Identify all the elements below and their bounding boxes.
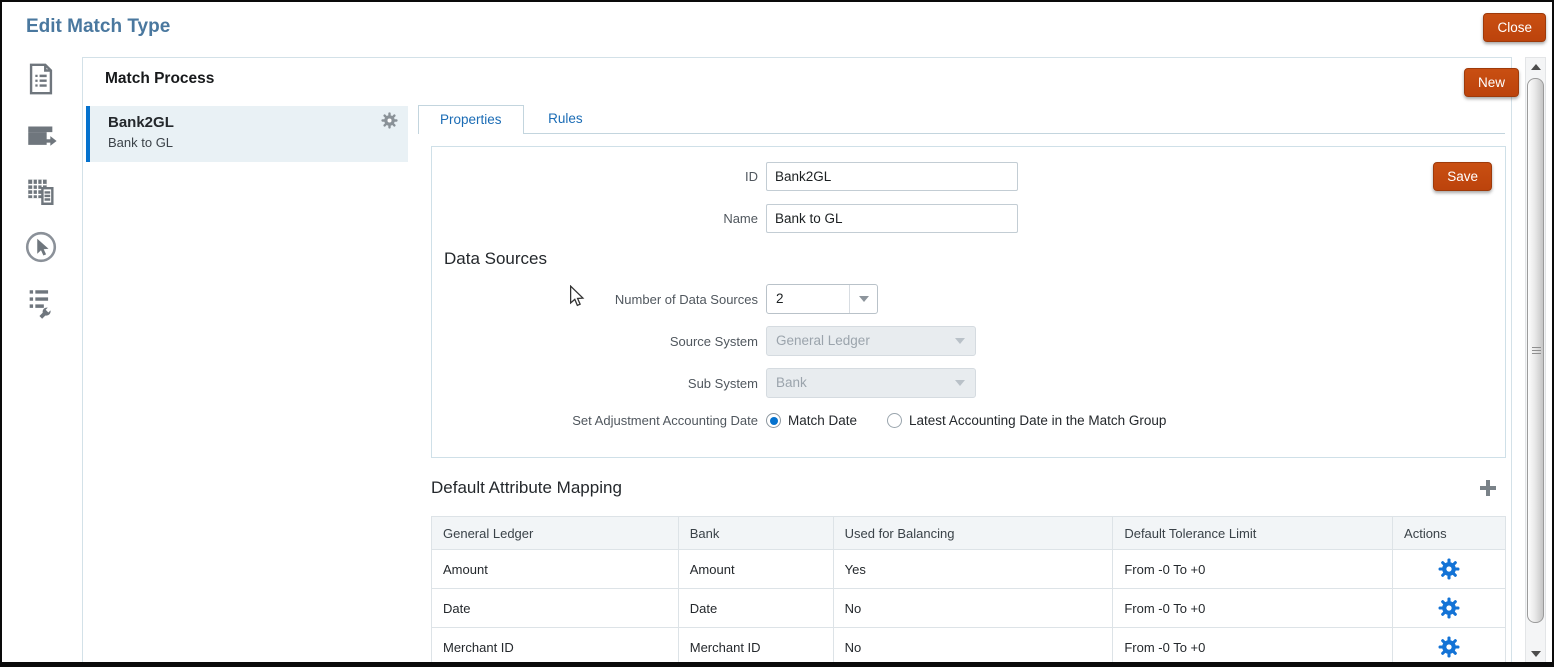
cell-general-ledger: Amount	[431, 549, 679, 589]
sidebar-item-process[interactable]	[2, 108, 80, 164]
name-row: Name	[432, 204, 1018, 233]
gear-icon[interactable]	[381, 112, 398, 129]
radio-match-date[interactable]: Match Date	[766, 413, 857, 428]
chevron-down-icon[interactable]	[849, 285, 877, 313]
cell-tolerance: From -0 To +0	[1112, 627, 1394, 662]
tab-rules[interactable]: Rules	[548, 111, 583, 126]
sidebar-item-data-sources[interactable]	[2, 164, 80, 220]
page-title: Edit Match Type	[26, 16, 171, 37]
sub-system-label: Sub System	[687, 375, 758, 391]
adjustment-date-row: Set Adjustment Accounting Date Match Dat…	[432, 413, 1166, 428]
plus-icon[interactable]	[1480, 480, 1496, 496]
window-export-icon	[24, 118, 58, 155]
cell-tolerance: From -0 To +0	[1112, 549, 1394, 589]
col-default-tolerance-limit: Default Tolerance Limit	[1112, 516, 1394, 550]
adjustment-date-radio-group: Match Date Latest Accounting Date in the…	[766, 413, 1166, 428]
process-name: Bank to GL	[108, 135, 174, 150]
id-row: ID	[432, 162, 1018, 191]
id-input[interactable]	[766, 162, 1018, 191]
cell-used-for-balancing: No	[832, 588, 1114, 628]
close-button[interactable]: Close	[1483, 13, 1546, 42]
col-actions: Actions	[1392, 516, 1506, 550]
match-process-panel: Match Process New Bank2GL Bank to GL Pro…	[82, 57, 1519, 662]
num-sources-select[interactable]: 2	[766, 284, 878, 314]
sidebar-item-properties[interactable]	[2, 52, 80, 108]
gear-icon[interactable]	[1438, 636, 1460, 658]
default-attribute-mapping-heading: Default Attribute Mapping	[431, 478, 622, 497]
sidebar-item-match-process[interactable]	[2, 220, 80, 276]
list-wrench-icon	[24, 286, 58, 323]
name-input[interactable]	[766, 204, 1018, 233]
properties-form: Save ID Name Data Sources Number of Data…	[431, 146, 1506, 458]
scrollbar-thumb[interactable]	[1527, 78, 1544, 623]
gear-icon[interactable]	[1438, 597, 1460, 619]
process-id: Bank2GL	[108, 114, 174, 131]
cell-tolerance: From -0 To +0	[1112, 588, 1394, 628]
adjustment-date-label: Set Adjustment Accounting Date	[572, 413, 758, 428]
panel-title: Match Process	[105, 70, 215, 87]
source-system-value: General Ledger	[776, 333, 870, 348]
num-sources-label: Number of Data Sources	[614, 291, 758, 307]
col-general-ledger: General Ledger	[431, 516, 679, 550]
cell-general-ledger: Merchant ID	[431, 627, 679, 662]
id-label: ID	[745, 169, 758, 184]
col-used-for-balancing: Used for Balancing	[832, 516, 1114, 550]
cell-used-for-balancing: No	[832, 627, 1114, 662]
cell-bank: Merchant ID	[677, 627, 834, 662]
scroll-up-icon[interactable]	[1526, 59, 1545, 75]
save-button[interactable]: Save	[1433, 162, 1492, 191]
num-sources-value: 2	[776, 291, 784, 306]
attribute-mapping-table: General Ledger Bank Used for Balancing D…	[431, 516, 1506, 662]
sidebar-icon-rail	[2, 52, 80, 332]
new-button[interactable]: New	[1463, 68, 1519, 97]
cell-bank: Amount	[677, 549, 834, 589]
scroll-down-icon[interactable]	[1526, 646, 1545, 662]
sub-system-row: Sub System Bank	[432, 368, 976, 398]
chevron-down-icon	[955, 380, 965, 386]
num-sources-row: Number of Data Sources 2	[432, 284, 878, 314]
source-system-row: Source System General Ledger	[432, 326, 976, 356]
chevron-down-icon	[955, 338, 965, 344]
radio-selected-icon	[766, 413, 781, 428]
radio-unselected-icon	[887, 413, 903, 428]
cell-bank: Date	[677, 588, 834, 628]
cell-used-for-balancing: Yes	[832, 549, 1114, 589]
sub-system-value: Bank	[776, 375, 807, 390]
source-system-label: Source System	[669, 333, 758, 349]
document-list-icon	[24, 62, 58, 99]
name-label: Name	[723, 211, 758, 226]
circle-pointer-icon	[23, 229, 59, 268]
data-sources-heading: Data Sources	[444, 249, 547, 268]
sub-system-select-disabled: Bank	[766, 368, 976, 398]
gear-icon[interactable]	[1438, 558, 1460, 580]
table-row[interactable]: Amount Amount Yes From -0 To +0	[431, 549, 1506, 589]
process-list-item-bank2gl[interactable]: Bank2GL Bank to GL	[86, 106, 408, 162]
table-header-row: General Ledger Bank Used for Balancing D…	[431, 516, 1506, 550]
cell-general-ledger: Date	[431, 588, 679, 628]
tab-strip: Properties Rules	[418, 105, 1505, 134]
source-system-select-disabled: General Ledger	[766, 326, 976, 356]
vertical-scrollbar[interactable]	[1525, 57, 1546, 662]
table-row[interactable]: Merchant ID Merchant ID No From -0 To +0	[431, 627, 1506, 662]
col-bank: Bank	[677, 516, 834, 550]
radio-latest-accounting-date[interactable]: Latest Accounting Date in the Match Grou…	[887, 413, 1166, 428]
table-row[interactable]: Date Date No From -0 To +0	[431, 588, 1506, 628]
scrollbar-grip	[1532, 346, 1541, 355]
tab-properties[interactable]: Properties	[418, 105, 524, 134]
table-copy-icon	[24, 174, 58, 211]
sidebar-item-audit[interactable]	[2, 276, 80, 332]
